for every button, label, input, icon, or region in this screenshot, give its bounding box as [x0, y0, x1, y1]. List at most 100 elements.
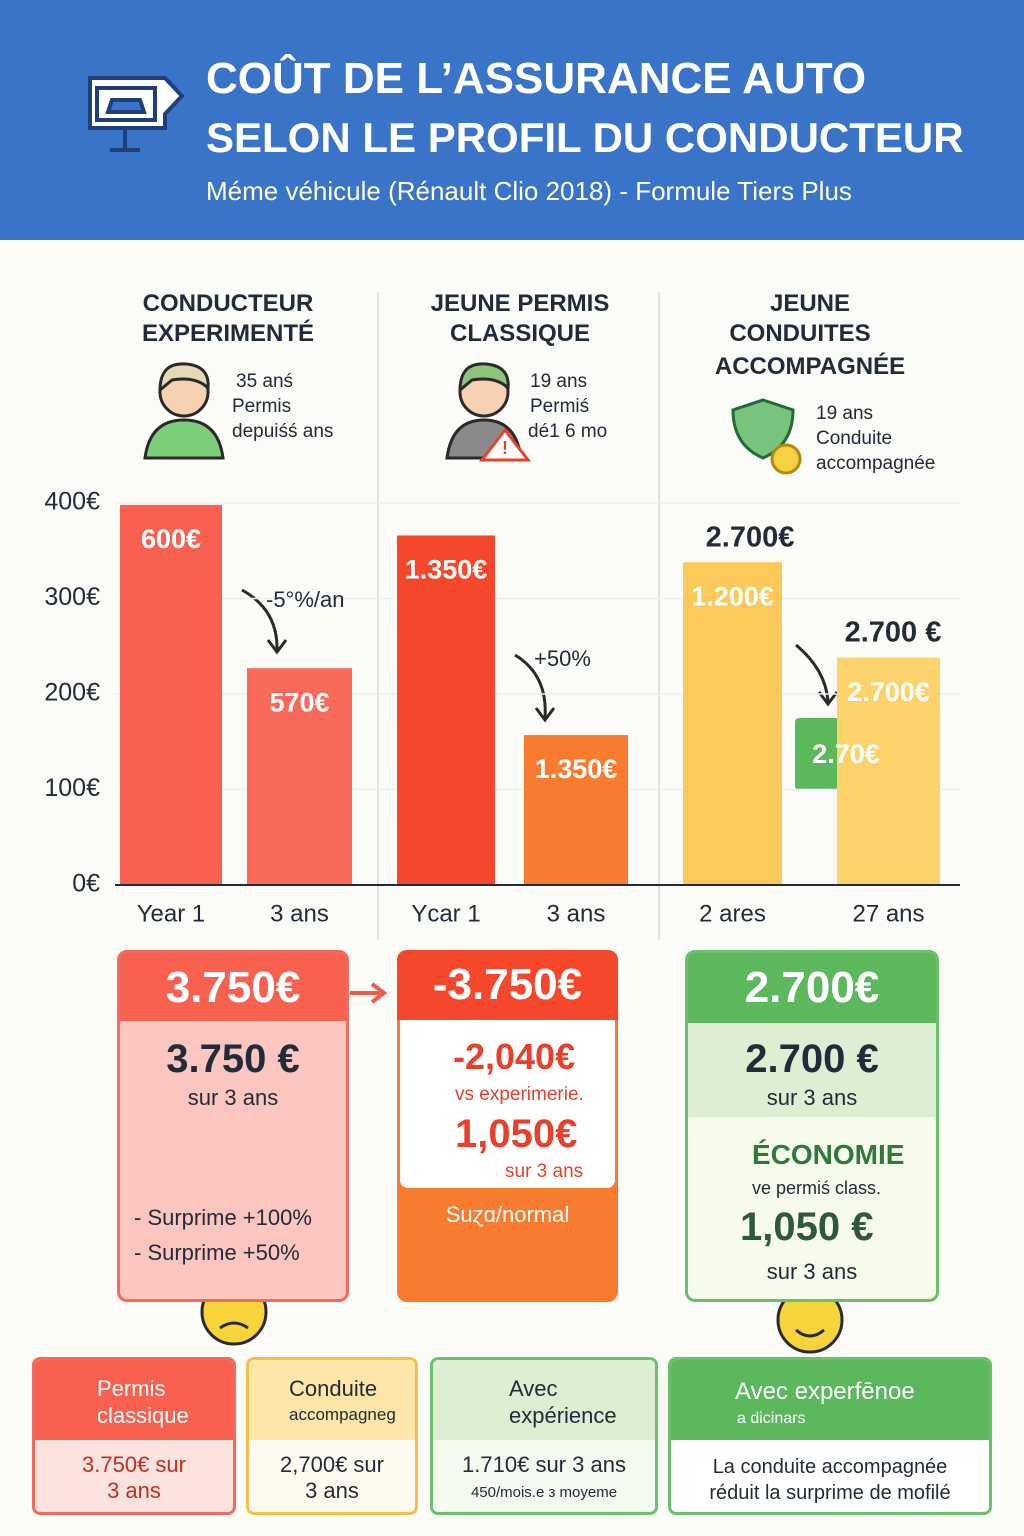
card-period: sur 3 ans [766, 1085, 858, 1110]
card-diff-note: vs experimerie. [455, 1084, 584, 1105]
y-tick-label: 200€ [44, 679, 100, 707]
summary-box: Avec experfēnoe a dicinars La conduite a… [668, 1357, 992, 1515]
shape [731, 398, 795, 460]
summary-line: 2,700€ sur [280, 1452, 384, 1477]
shape [458, 362, 510, 394]
group-info: accompagnée [816, 453, 936, 474]
summary-line: réduit la surprime de mofilé [709, 1482, 951, 1504]
bar [837, 657, 940, 885]
group-info: depuiśś ans [232, 421, 334, 442]
x-tick-label: 27 ans [852, 900, 924, 927]
card-total: 3.750 € [166, 1037, 300, 1081]
summary-header [671, 1360, 989, 1440]
group-info: 19 ans [816, 403, 874, 424]
summary-line: 3 ans [305, 1478, 359, 1503]
summary-title: Conduite [289, 1376, 378, 1401]
subtitle: Méme véhicule (Rénault Clio 2018) - Form… [206, 176, 852, 206]
bar [683, 562, 782, 885]
title: SELON LE PROFIL DU CONDUCTEUR [206, 114, 964, 161]
shape [795, 643, 830, 703]
bar [120, 504, 222, 885]
title: COÛT DE L’ASSURANCE AUTO [206, 54, 867, 103]
shield-icon [731, 398, 802, 475]
y-tick-label: 400€ [44, 488, 100, 516]
summary-header [249, 1360, 415, 1440]
x-tick-label: Year 1 [137, 900, 206, 927]
summary-box: Avec expérience 1.710€ sur 3 ans 450/moi… [430, 1357, 658, 1515]
summary-line: 3.750€ sur [82, 1452, 186, 1477]
card-header [120, 953, 346, 1021]
shape [158, 362, 210, 394]
summary-title: accompagneg [289, 1405, 396, 1424]
x-tick-label: 3 ans [270, 900, 329, 927]
card-note: - Surprime +100% [134, 1205, 312, 1230]
bar-label: 1.200€ [691, 581, 774, 611]
annotation: -5°%/an [266, 587, 345, 612]
card-diff: -2,040€ [453, 1036, 576, 1077]
group-title: ACCOMPAGNÉE [714, 353, 906, 380]
bar [524, 735, 628, 885]
card-period: sur 3 ans [505, 1161, 584, 1182]
y-tick-label: 0€ [72, 870, 100, 898]
group-info: Permis [232, 396, 292, 417]
x-tick-label: Ycar 1 [411, 900, 480, 927]
card-band [688, 1023, 936, 1117]
saving-value: 1,050 € [740, 1205, 874, 1249]
card-total: 1,050€ [455, 1112, 578, 1156]
card-header [688, 953, 936, 1023]
group-title: EXPERIMENTÉ [141, 320, 315, 347]
summary-title: a dicinars [737, 1410, 806, 1427]
shape [266, 639, 288, 655]
annotation: 2.700€ [706, 522, 795, 554]
card-inner [400, 1020, 615, 1188]
card-header-value: 2.700€ [744, 963, 880, 1012]
summary-line: 450/mois.e з moyeme [470, 1484, 618, 1501]
annotation: 2.700 € [845, 617, 942, 649]
summary-box: Conduite accompagneg 2,700€ sur 3 ans [246, 1357, 418, 1515]
group-info: Conduite [816, 428, 893, 449]
bar-label: 1.350€ [535, 754, 618, 784]
annotation: 2.70€ [812, 739, 880, 769]
bar-label: 570€ [269, 687, 329, 717]
shape [817, 691, 839, 707]
group-info: 35 anś [236, 371, 294, 392]
card-header [397, 950, 618, 1020]
bar-label: 600€ [141, 524, 201, 554]
shape [370, 982, 388, 1004]
annotation: +50% [534, 646, 591, 671]
x-tick-label: 2 ares [699, 900, 766, 927]
card: 2.700€ 2.700 € sur 3 ans ÉCONOMIE ve per… [685, 950, 939, 1302]
shape [534, 707, 556, 723]
trend-arrow [241, 588, 839, 723]
summary-line: 1.710€ sur 3 ans [462, 1452, 626, 1477]
card-total: 2.700 € [745, 1037, 879, 1081]
shape [241, 588, 279, 651]
summary-header [433, 1360, 655, 1440]
card: 3.750€ 3.750 € sur 3 ans - Surprime +100… [117, 950, 349, 1302]
y-tick-label: 100€ [44, 774, 100, 802]
group-info: Permiś [530, 396, 590, 417]
group-title: CONDUITES [729, 320, 871, 347]
card-footer: Suɀɑ/normal [445, 1202, 570, 1227]
shape [514, 653, 547, 719]
group-info: 19 ans [530, 371, 588, 392]
bar [397, 535, 495, 885]
group-title: JEUNE PERMIS [430, 290, 610, 317]
saving-title: ÉCONOMIE [752, 1139, 905, 1170]
group-title: JEUNE [769, 290, 851, 317]
bar-label: 2.700€ [847, 677, 930, 707]
shape: ! [502, 438, 508, 458]
saving-period: sur 3 ans [766, 1259, 858, 1284]
x-tick-label: 3 ans [547, 900, 606, 927]
summary-title: Permis [97, 1376, 166, 1401]
summary-header [35, 1360, 233, 1440]
card-period: sur 3 ans [187, 1085, 279, 1110]
card-note: - Surprime +50% [134, 1240, 300, 1265]
card: -3.750€ -2,040€ vs experimerie. 1,050€ s… [397, 950, 618, 1302]
card-header-value: -3.750€ [432, 960, 583, 1009]
person-icon [143, 362, 225, 460]
saving-note: ve permiś class. [752, 1178, 882, 1198]
shape [95, 86, 157, 122]
summary-line: 3 ans [107, 1478, 161, 1503]
